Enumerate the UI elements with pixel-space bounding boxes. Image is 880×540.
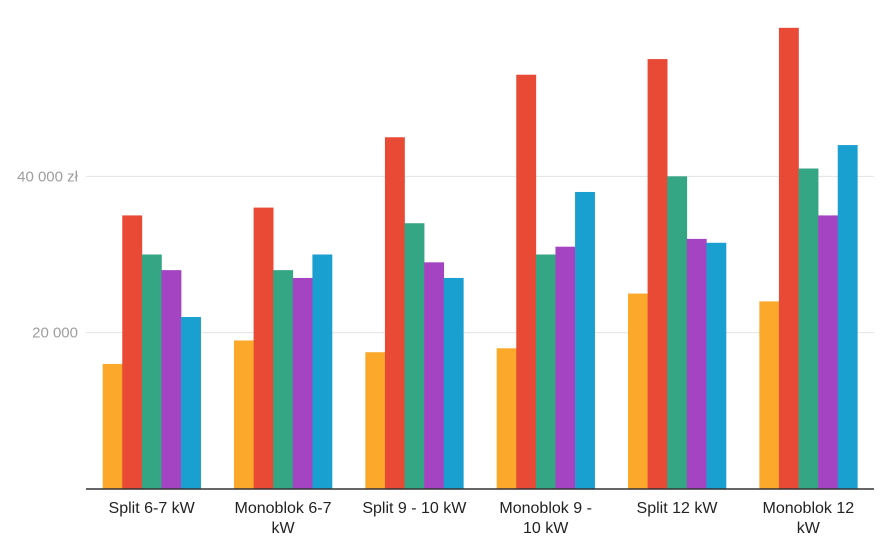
bar-1-3: [292, 277, 313, 489]
bar-0-3: [161, 270, 182, 489]
bar-2-2: [404, 223, 425, 489]
bar-0-2: [141, 254, 162, 489]
y-axis-ticks: 20 000 40 000 zł: [17, 168, 79, 341]
bar-5-0: [759, 301, 780, 489]
bar-5-4: [837, 145, 858, 490]
x-tick-label-3: Monoblok 9 -10 kW: [499, 500, 592, 537]
bar-5-1: [778, 27, 799, 490]
y-tick-label-1: 40 000 zł: [17, 168, 79, 185]
bar-2-0: [365, 352, 386, 489]
x-tick-label-2: Split 9 - 10 kW: [362, 500, 467, 517]
bar-0-0: [102, 363, 123, 489]
x-tick-label-1: Monoblok 6-7 kW: [235, 500, 332, 537]
bar-3-4: [575, 191, 595, 489]
bar-2-1: [384, 137, 405, 489]
bar-1-1: [253, 207, 274, 489]
bar-2-3: [424, 262, 445, 489]
bar-3-3: [555, 246, 576, 489]
bar-3-2: [535, 254, 556, 489]
bar-4-4: [706, 242, 727, 489]
bar-4-3: [686, 238, 707, 489]
bar-2-4: [443, 277, 464, 489]
bar-1-2: [273, 270, 294, 489]
bar-4-2: [667, 176, 688, 490]
x-axis-ticks: Split 6-7 kW Monoblok 6-7 kW Split 9 - 10 k…: [109, 500, 855, 537]
y-tick-label-0: 20 000: [32, 325, 78, 342]
bars: [102, 27, 858, 490]
bar-4-0: [628, 293, 648, 489]
x-tick-label-4: Split 12 kW: [637, 500, 719, 517]
bar-1-4: [312, 254, 333, 489]
gridlines: [86, 175, 874, 334]
bar-5-3: [818, 215, 839, 489]
bar-3-0: [496, 348, 517, 489]
bar-0-1: [122, 215, 143, 489]
bar-4-1: [647, 59, 668, 489]
bar-5-2: [798, 168, 819, 489]
bar-0-4: [181, 317, 201, 489]
x-tick-label-0: Split 6-7 kW: [109, 500, 196, 517]
bar-1-0: [234, 340, 254, 489]
x-tick-label-5: Monoblok 12 kW: [763, 500, 855, 537]
bar-3-1: [516, 74, 537, 489]
